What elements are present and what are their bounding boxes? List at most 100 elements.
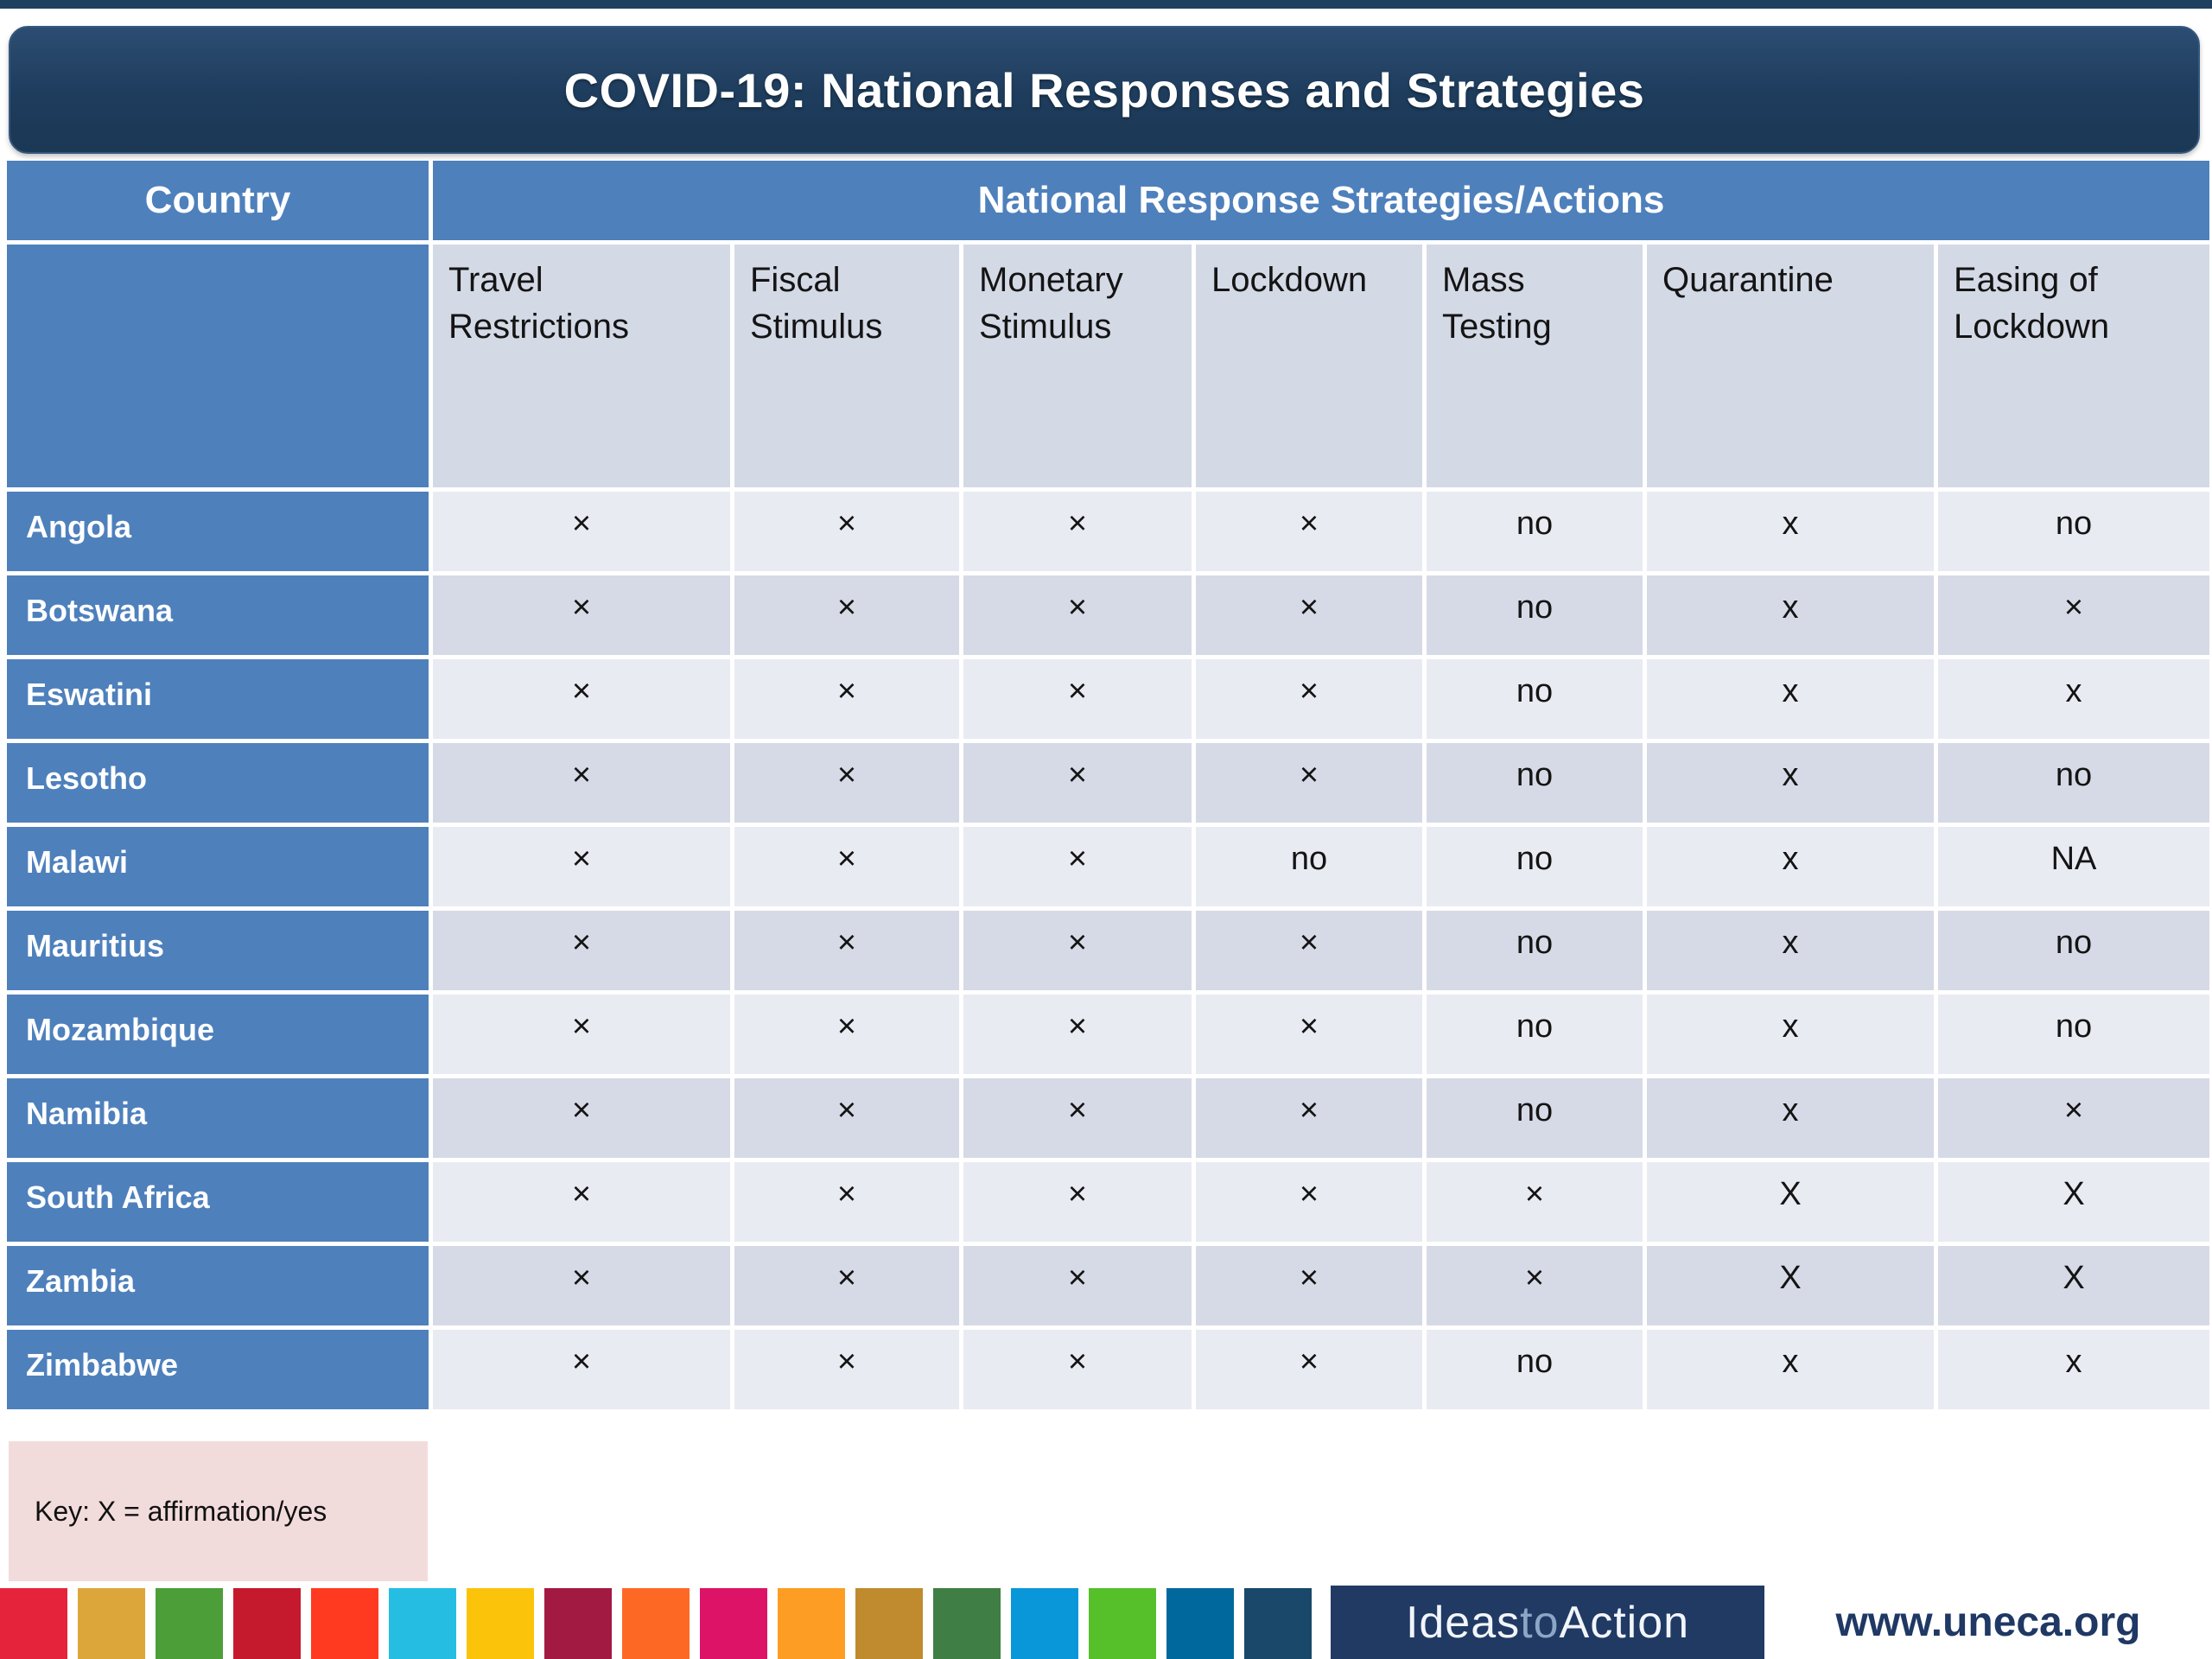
country-cell-zimbabwe: Zimbabwe xyxy=(7,1330,429,1409)
value-cell: × xyxy=(433,827,730,906)
value-cell: no xyxy=(1427,1078,1643,1158)
responses-table: Country National Response Strategies/Acti… xyxy=(7,161,2209,1409)
website-url: www.uneca.org xyxy=(1764,1586,2212,1659)
logo-part-ideas: Ideas xyxy=(1405,1597,1521,1648)
value-cell: × xyxy=(433,1078,730,1158)
country-cell-mauritius: Mauritius xyxy=(7,911,429,990)
sdg-color-segment xyxy=(0,1588,67,1659)
country-cell-namibia: Namibia xyxy=(7,1078,429,1158)
value-cell: × xyxy=(734,827,959,906)
value-cell: no xyxy=(1938,995,2209,1074)
value-cell: × xyxy=(734,1162,959,1242)
value-cell: × xyxy=(1938,1078,2209,1158)
value-cell: no xyxy=(1938,743,2209,823)
value-cell: × xyxy=(433,659,730,739)
country-cell-lesotho: Lesotho xyxy=(7,743,429,823)
value-cell: × xyxy=(1938,575,2209,655)
ideas-to-action-logo: Ideas to Action xyxy=(1331,1586,1764,1659)
title-bar: COVID-19: National Responses and Strateg… xyxy=(9,26,2200,154)
value-cell: x xyxy=(1647,995,1934,1074)
value-cell: no xyxy=(1427,492,1643,571)
value-cell: × xyxy=(433,1330,730,1409)
value-cell: × xyxy=(734,743,959,823)
value-cell: × xyxy=(1196,1078,1422,1158)
value-cell: x xyxy=(1647,492,1934,571)
value-cell: × xyxy=(1196,492,1422,571)
sdg-color-segment xyxy=(1244,1588,1312,1659)
value-cell: × xyxy=(1427,1162,1643,1242)
value-cell: × xyxy=(433,1246,730,1325)
column-header-fiscal-stimulus: Fiscal Stimulus xyxy=(734,245,959,487)
value-cell: no xyxy=(1427,995,1643,1074)
country-cell-malawi: Malawi xyxy=(7,827,429,906)
value-cell: × xyxy=(963,1330,1192,1409)
value-cell: × xyxy=(433,911,730,990)
value-cell: x xyxy=(1647,575,1934,655)
value-cell: no xyxy=(1427,827,1643,906)
logo-part-to: to xyxy=(1520,1597,1560,1648)
country-column-spacer xyxy=(7,245,429,487)
sdg-color-segment xyxy=(778,1588,845,1659)
column-header-lockdown: Lockdown xyxy=(1196,245,1422,487)
value-cell: x xyxy=(1938,1330,2209,1409)
sdg-color-segment xyxy=(78,1588,145,1659)
value-cell: × xyxy=(734,575,959,655)
value-cell: × xyxy=(433,743,730,823)
country-column-header: Country xyxy=(7,161,429,240)
value-cell: no xyxy=(1427,659,1643,739)
top-accent-bar xyxy=(0,0,2212,9)
value-cell: no xyxy=(1938,911,2209,990)
country-cell-zambia: Zambia xyxy=(7,1246,429,1325)
column-header-monetary-stimulus: Monetary Stimulus xyxy=(963,245,1192,487)
website-url-text: www.uneca.org xyxy=(1835,1599,2141,1645)
value-cell: × xyxy=(734,995,959,1074)
value-cell: x xyxy=(1647,659,1934,739)
value-cell: × xyxy=(1196,575,1422,655)
logo-part-action: Action xyxy=(1559,1597,1690,1648)
value-cell: × xyxy=(734,911,959,990)
value-cell: no xyxy=(1196,827,1422,906)
value-cell: × xyxy=(1196,911,1422,990)
value-cell: x xyxy=(1647,827,1934,906)
value-cell: X xyxy=(1938,1246,2209,1325)
country-cell-south-africa: South Africa xyxy=(7,1162,429,1242)
sdg-color-segment xyxy=(1011,1588,1078,1659)
value-cell: × xyxy=(1196,659,1422,739)
value-cell: NA xyxy=(1938,827,2209,906)
value-cell: × xyxy=(1196,995,1422,1074)
value-cell: X xyxy=(1647,1162,1934,1242)
value-cell: no xyxy=(1427,575,1643,655)
value-cell: × xyxy=(1196,1330,1422,1409)
key-legend: Key: X = affirmation/yes xyxy=(9,1441,428,1581)
value-cell: × xyxy=(963,827,1192,906)
sdg-color-bar xyxy=(0,1588,1312,1659)
value-cell: × xyxy=(433,492,730,571)
country-cell-botswana: Botswana xyxy=(7,575,429,655)
value-cell: no xyxy=(1427,1330,1643,1409)
value-cell: × xyxy=(734,1246,959,1325)
value-cell: no xyxy=(1427,743,1643,823)
sdg-color-segment xyxy=(311,1588,378,1659)
sdg-color-segment xyxy=(544,1588,612,1659)
value-cell: × xyxy=(1196,1162,1422,1242)
country-cell-mozambique: Mozambique xyxy=(7,995,429,1074)
value-cell: × xyxy=(963,492,1192,571)
value-cell: no xyxy=(1938,492,2209,571)
sdg-color-segment xyxy=(933,1588,1001,1659)
column-header-easing-of-lockdown: Easing of Lockdown xyxy=(1938,245,2209,487)
value-cell: x xyxy=(1647,743,1934,823)
value-cell: × xyxy=(433,995,730,1074)
sdg-color-segment xyxy=(156,1588,223,1659)
sdg-color-segment xyxy=(1089,1588,1156,1659)
value-cell: × xyxy=(963,1162,1192,1242)
sdg-color-segment xyxy=(855,1588,923,1659)
group-header: National Response Strategies/Actions xyxy=(433,161,2209,240)
sdg-color-segment xyxy=(700,1588,767,1659)
key-legend-text: Key: X = affirmation/yes xyxy=(35,1495,327,1527)
column-header-travel-restrictions: Travel Restrictions xyxy=(433,245,730,487)
value-cell: X xyxy=(1938,1162,2209,1242)
column-header-mass-testing: Mass Testing xyxy=(1427,245,1643,487)
value-cell: × xyxy=(963,575,1192,655)
country-cell-angola: Angola xyxy=(7,492,429,571)
value-cell: x xyxy=(1647,1330,1934,1409)
